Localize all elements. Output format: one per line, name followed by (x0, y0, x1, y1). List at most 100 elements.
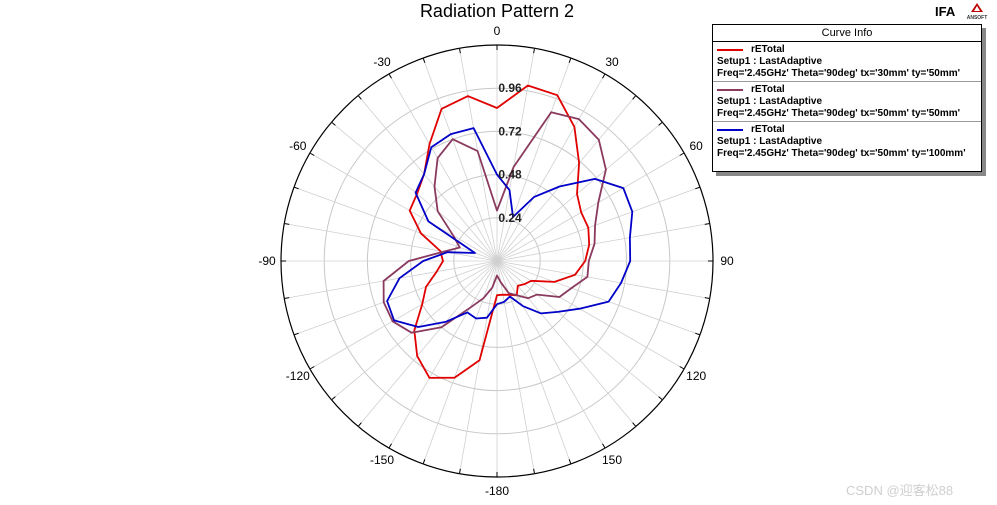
legend-swatch (717, 129, 743, 131)
series-line-0 (408, 84, 591, 379)
angular-tick-mark (704, 297, 710, 300)
angular-tick-mark (695, 332, 701, 336)
angular-tick-mark (293, 332, 299, 336)
angular-grid-line (496, 260, 535, 474)
angle-tick-label: 0 (494, 24, 501, 38)
legend-title: Curve Info (713, 25, 981, 42)
angle-tick-label: -30 (373, 55, 391, 69)
angular-tick-mark (533, 468, 536, 474)
angular-tick-mark (284, 297, 290, 300)
angular-grid-line (459, 260, 498, 474)
angle-tick-label: 90 (720, 254, 734, 268)
angular-tick-mark (458, 48, 461, 54)
angular-tick-mark (695, 186, 701, 190)
angular-tick-mark (309, 366, 315, 370)
angular-tick-mark (602, 443, 606, 449)
angular-grid-line (496, 73, 606, 262)
angular-tick-mark (533, 48, 536, 54)
angular-tick-mark (679, 152, 685, 156)
angular-grid-line (496, 57, 572, 262)
radial-tick-label: 0.96 (498, 81, 522, 95)
angular-grid-line (293, 186, 498, 262)
angular-grid-line (496, 260, 701, 336)
angular-grid-line (422, 260, 498, 465)
polar-grid (280, 44, 714, 478)
angular-grid-line (496, 121, 663, 262)
angular-grid-line (331, 121, 498, 262)
legend-params: Freq='2.45GHz' Theta='90deg' tx='30mm' t… (717, 68, 961, 79)
legend-series-name: rETotal (751, 124, 785, 135)
angle-tick-label: 60 (690, 139, 704, 153)
legend-setup: Setup1 : LastAdaptive (717, 56, 823, 67)
angular-grid-line (496, 260, 637, 427)
logo-text: ANSOFT (967, 15, 988, 21)
angular-grid-line (309, 152, 498, 262)
angular-tick-mark (568, 459, 572, 465)
angle-tick-label: -150 (370, 453, 394, 467)
angle-tick-label: 30 (605, 55, 619, 69)
angle-tick-label: -120 (286, 369, 310, 383)
angular-tick-mark (388, 443, 392, 449)
legend-series-name: rETotal (751, 84, 785, 95)
angular-tick-mark (331, 121, 336, 126)
legend-entry: rETotal Setup1 : LastAdaptive Freq='2.45GH… (713, 82, 981, 122)
legend-entry: rETotal Setup1 : LastAdaptive Freq='2.45GH… (713, 122, 981, 162)
angular-grid-line (357, 95, 498, 262)
legend-series-name: rETotal (751, 44, 785, 55)
angular-grid-line (496, 152, 685, 262)
angle-tick-label: 120 (686, 369, 706, 383)
angular-tick-mark (388, 73, 392, 79)
angular-tick-mark (632, 95, 637, 100)
radial-tick-label: 0.72 (498, 124, 522, 138)
legend-series-row: rETotal (717, 124, 981, 136)
angular-tick-mark (632, 422, 637, 427)
series-line-2 (386, 127, 634, 328)
angle-tick-label: -60 (289, 139, 307, 153)
series-line-1 (382, 111, 607, 334)
angular-tick-mark (357, 95, 362, 100)
angular-tick-mark (658, 121, 663, 126)
angular-grid-line (496, 223, 710, 262)
chart-title: Radiation Pattern 2 (420, 1, 574, 21)
angular-grid-line (496, 260, 685, 370)
legend-setup: Setup1 : LastAdaptive (717, 136, 823, 147)
angular-tick-mark (284, 222, 290, 225)
radial-tick-label: 0.24 (498, 211, 522, 225)
angular-grid-line (388, 260, 498, 449)
angular-tick-mark (422, 57, 426, 63)
angular-tick-mark (422, 459, 426, 465)
radial-tick-label: 0.48 (498, 168, 522, 182)
angular-grid-line (422, 57, 498, 262)
project-name: IFA (935, 4, 956, 19)
curve-info-legend: Curve Info rETotal Setup1 : LastAdaptive F… (712, 24, 982, 172)
angular-grid-line (284, 260, 498, 299)
legend-entry: rETotal Setup1 : LastAdaptive Freq='2.45GH… (713, 42, 981, 82)
angle-tick-label: -90 (258, 254, 276, 268)
angular-tick-mark (568, 57, 572, 63)
angular-grid-line (357, 260, 498, 427)
angular-tick-mark (679, 366, 685, 370)
angular-tick-mark (357, 422, 362, 427)
angular-tick-mark (331, 396, 336, 401)
watermark: CSDN @迎客松88 (846, 483, 954, 498)
angular-tick-mark (309, 152, 315, 156)
legend-series-row: rETotal (717, 44, 981, 56)
angular-grid-line (496, 48, 535, 262)
angular-grid-line (284, 223, 498, 262)
angular-tick-mark (704, 222, 710, 225)
angular-tick-mark (293, 186, 299, 190)
legend-params: Freq='2.45GHz' Theta='90deg' tx='50mm' t… (717, 148, 966, 159)
angular-grid-line (293, 260, 498, 336)
angular-grid-line (496, 186, 701, 262)
ansoft-logo-icon: ANSOFT (967, 3, 988, 21)
angular-tick-mark (458, 468, 461, 474)
angular-tick-mark (658, 396, 663, 401)
legend-params: Freq='2.45GHz' Theta='90deg' tx='50mm' t… (717, 108, 961, 119)
legend-swatch (717, 49, 743, 51)
angular-grid-line (388, 73, 498, 262)
legend-entries: rETotal Setup1 : LastAdaptive Freq='2.45GH… (713, 42, 981, 162)
labels-layer: 0 30 60 90 120 150 -180 -150 -120 -90 -60 -30 0.24 0.… (258, 24, 734, 498)
angular-grid-line (496, 260, 606, 449)
legend-series-row: rETotal (717, 84, 981, 96)
